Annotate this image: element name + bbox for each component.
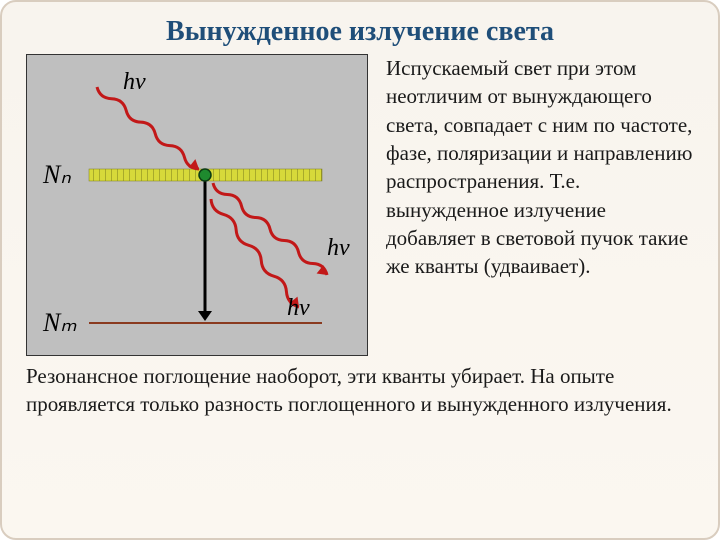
content-columns: Nₙ Nₘ hν hν hν Испускаемый свет при этом нео… <box>26 54 694 356</box>
paragraph-below: Резонансное поглощение наоборот, эти ква… <box>26 362 694 419</box>
photon-incoming <box>97 87 199 169</box>
stimulated-emission-diagram: Nₙ Nₘ hν hν hν <box>26 54 368 356</box>
slide-title: Вынужденное излучение света <box>26 16 694 48</box>
photon-out-2 <box>211 199 299 307</box>
upper-level-label: Nₙ <box>42 160 71 189</box>
photon-incoming-head <box>189 159 199 169</box>
photon-out-1 <box>213 183 327 275</box>
paragraph-right: Испускаемый свет при этом неотличим от в… <box>386 54 694 356</box>
photon-incoming-label: hν <box>123 69 146 95</box>
electron <box>199 169 211 181</box>
photon-out-2-label: hν <box>287 295 310 321</box>
transition-arrowhead <box>198 311 212 321</box>
slide: Вынужденное излучение света Nₙ Nₘ hν hν hν И… <box>0 0 720 540</box>
lower-level-label: Nₘ <box>42 308 77 337</box>
photon-out-1-label: hν <box>327 235 350 261</box>
